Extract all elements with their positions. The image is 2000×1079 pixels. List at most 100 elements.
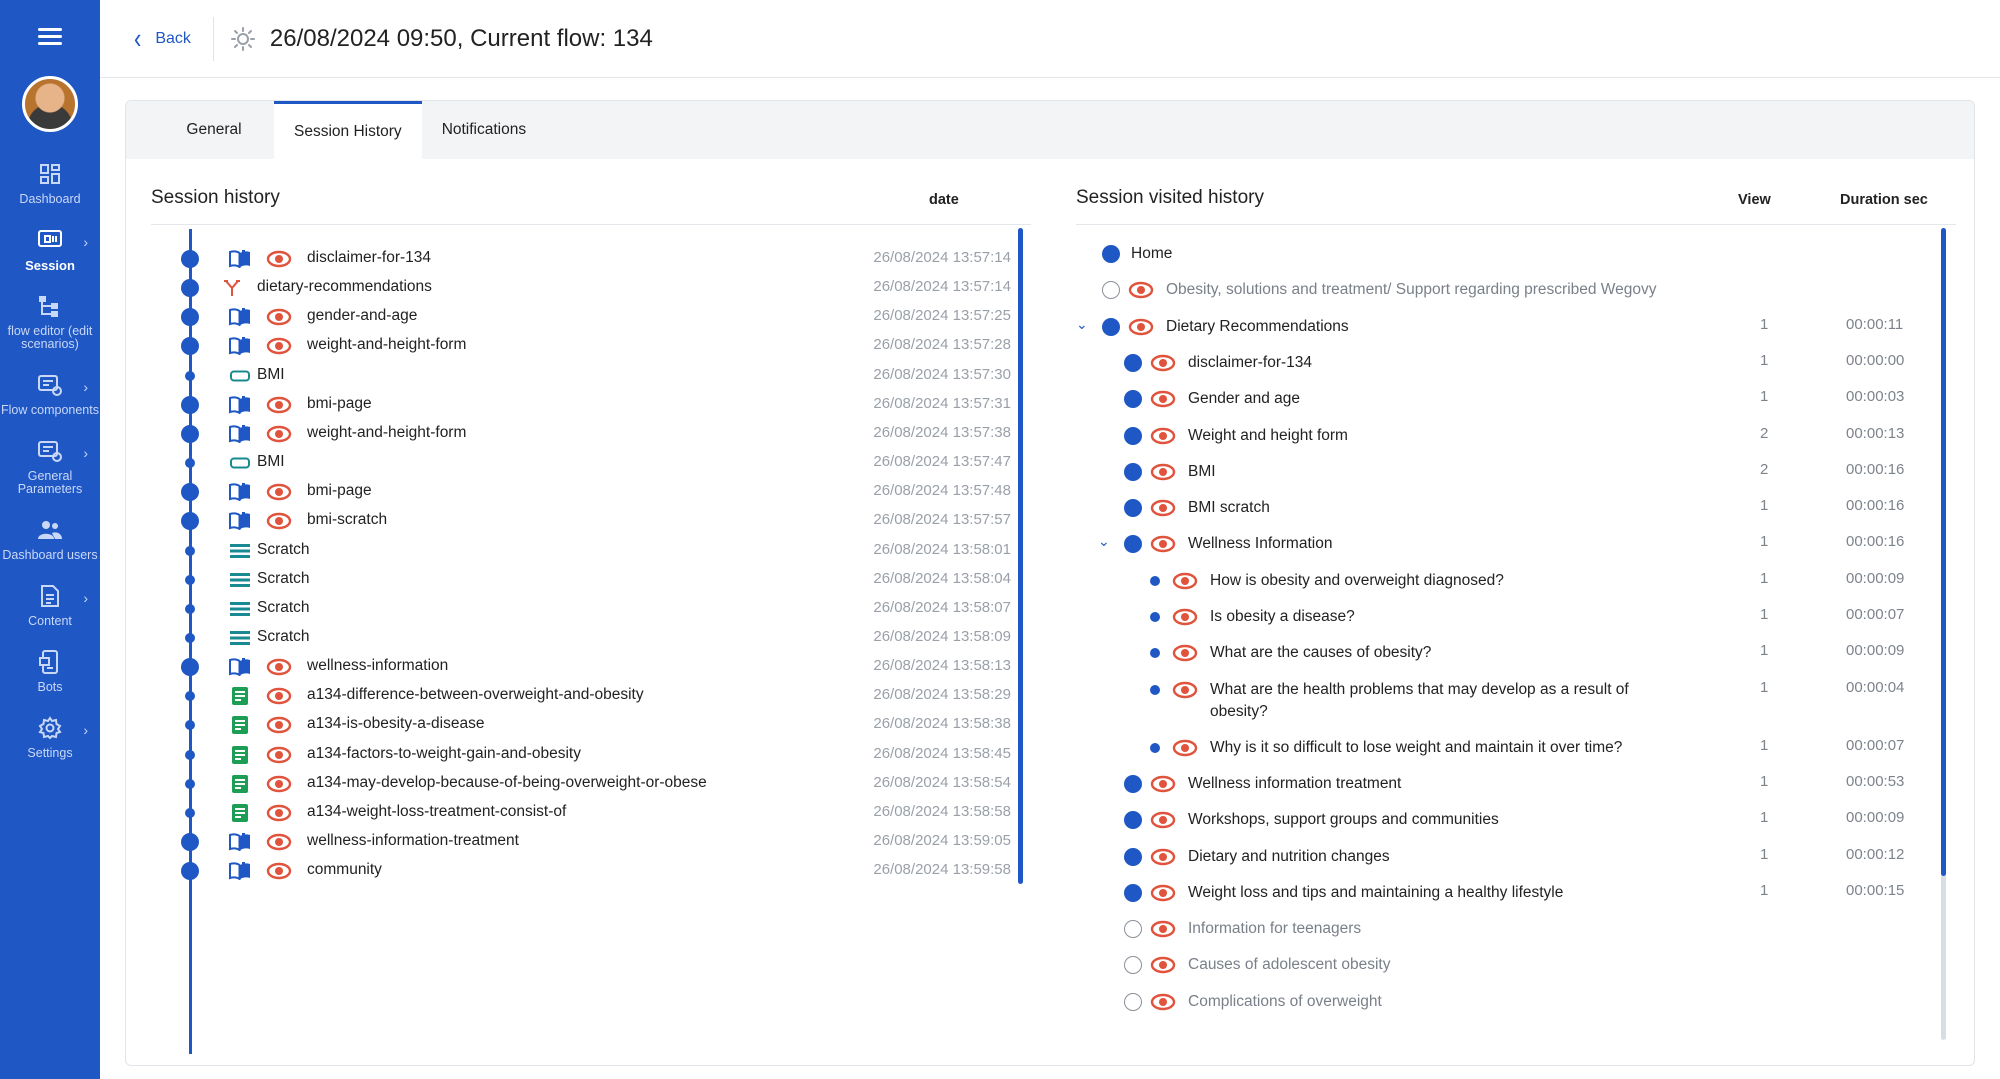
- sidebar-item-dashboard[interactable]: Dashboard users: [0, 506, 100, 572]
- chevron-down-icon[interactable]: ⌄: [1076, 315, 1088, 332]
- menu-icon[interactable]: [38, 28, 62, 46]
- table-row[interactable]: a134-difference-between-overweight-and-o…: [151, 678, 1011, 714]
- table-row[interactable]: wellness-information 26/08/2024 13:58:13: [151, 649, 1011, 685]
- sidebar-item-session[interactable]: Session ›: [0, 216, 100, 282]
- sidebar-nav: Dashboard Session › flow editor (edit sc…: [0, 150, 100, 770]
- eye-icon[interactable]: [266, 716, 292, 734]
- eye-icon[interactable]: [1150, 884, 1176, 902]
- eye-icon[interactable]: [1172, 739, 1198, 757]
- table-row[interactable]: a134-may-develop-because-of-being-overwe…: [151, 766, 1011, 802]
- document-icon: [227, 773, 253, 795]
- sidebar-item-settings[interactable]: Settings ›: [0, 704, 100, 770]
- sidebar-item-dashboard[interactable]: Dashboard: [0, 150, 100, 216]
- tab-notifications[interactable]: Notifications: [441, 121, 527, 138]
- table-row[interactable]: bmi-page 26/08/2024 13:57:31: [151, 387, 1011, 423]
- tree-item[interactable]: How is obesity and overweight diagnosed?…: [1076, 568, 1936, 598]
- eye-icon[interactable]: [266, 396, 292, 414]
- left-scrollbar[interactable]: [1018, 228, 1023, 884]
- eye-icon[interactable]: [266, 804, 292, 822]
- tree-item[interactable]: Is obesity a disease? 1 00:00:07: [1076, 604, 1936, 634]
- tree-item[interactable]: Causes of adolescent obesity: [1076, 952, 1936, 982]
- table-row[interactable]: bmi-page 26/08/2024 13:57:48: [151, 474, 1011, 510]
- avatar[interactable]: [22, 76, 78, 132]
- eye-icon[interactable]: [1150, 499, 1176, 517]
- table-row[interactable]: a134-weight-loss-treatment-consist-of 26/…: [151, 795, 1011, 831]
- eye-icon[interactable]: [1150, 920, 1176, 938]
- eye-icon[interactable]: [266, 250, 292, 268]
- eye-icon[interactable]: [1150, 427, 1176, 445]
- tree-item[interactable]: What are the health problems that may de…: [1076, 677, 1936, 720]
- eye-icon[interactable]: [1172, 572, 1198, 590]
- sidebar-item-content[interactable]: Content ›: [0, 572, 100, 638]
- table-row[interactable]: Scratch 26/08/2024 13:58:09: [151, 620, 1011, 656]
- eye-icon[interactable]: [266, 512, 292, 530]
- eye-icon[interactable]: [1150, 354, 1176, 372]
- tree-item[interactable]: Home: [1076, 241, 1936, 271]
- table-row[interactable]: gender-and-age 26/08/2024 13:57:25: [151, 299, 1011, 335]
- eye-icon[interactable]: [1128, 318, 1154, 336]
- tree-item-label: How is obesity and overweight diagnosed?: [1210, 571, 1504, 589]
- table-row[interactable]: bmi-scratch 26/08/2024 13:57:57: [151, 503, 1011, 539]
- eye-icon[interactable]: [266, 308, 292, 326]
- eye-icon[interactable]: [266, 862, 292, 880]
- sidebar-item-flow[interactable]: flow editor (edit scenarios): [0, 282, 100, 361]
- right-scrollbar[interactable]: [1941, 228, 1946, 876]
- sidebar-item-flow[interactable]: Flow components ›: [0, 361, 100, 427]
- table-row[interactable]: Scratch 26/08/2024 13:58:04: [151, 562, 1011, 598]
- eye-icon[interactable]: [266, 658, 292, 676]
- tree-item[interactable]: Obesity, solutions and treatment/ Suppor…: [1076, 277, 1936, 307]
- table-row[interactable]: BMI 26/08/2024 13:57:47: [151, 445, 1011, 481]
- table-row[interactable]: a134-factors-to-weight-gain-and-obesity 2…: [151, 737, 1011, 773]
- eye-icon[interactable]: [1150, 535, 1176, 553]
- eye-icon[interactable]: [266, 775, 292, 793]
- eye-icon[interactable]: [1150, 775, 1176, 793]
- eye-icon[interactable]: [1150, 848, 1176, 866]
- chevron-down-icon[interactable]: ⌄: [1098, 533, 1110, 550]
- eye-icon[interactable]: [266, 833, 292, 851]
- table-row[interactable]: weight-and-height-form 26/08/2024 13:57:3…: [151, 416, 1011, 452]
- eye-icon[interactable]: [266, 687, 292, 705]
- table-row[interactable]: Scratch 26/08/2024 13:58:01: [151, 533, 1011, 569]
- tree-item[interactable]: Weight loss and tips and maintaining a h…: [1076, 880, 1936, 910]
- eye-icon[interactable]: [1128, 281, 1154, 299]
- tree-item[interactable]: BMI 2 00:00:16: [1076, 459, 1936, 489]
- tree-item[interactable]: Workshops, support groups and communitie…: [1076, 807, 1936, 837]
- tree-item[interactable]: Wellness information treatment 1 00:00:53: [1076, 771, 1936, 801]
- eye-icon[interactable]: [1150, 463, 1176, 481]
- eye-icon[interactable]: [1150, 811, 1176, 829]
- eye-icon[interactable]: [266, 425, 292, 443]
- tab-general[interactable]: General: [186, 121, 242, 138]
- eye-icon[interactable]: [266, 746, 292, 764]
- eye-icon[interactable]: [1150, 993, 1176, 1011]
- table-row[interactable]: dietary-recommendations 26/08/2024 13:57:…: [151, 270, 1011, 306]
- table-row[interactable]: BMI 26/08/2024 13:57:30: [151, 358, 1011, 394]
- eye-icon[interactable]: [1172, 608, 1198, 626]
- eye-icon[interactable]: [266, 337, 292, 355]
- table-row[interactable]: weight-and-height-form 26/08/2024 13:57:2…: [151, 328, 1011, 364]
- eye-icon[interactable]: [1150, 956, 1176, 974]
- sidebar-item-bots[interactable]: Bots: [0, 638, 100, 704]
- tree-item[interactable]: Information for teenagers: [1076, 916, 1936, 946]
- tree-item[interactable]: Complications of overweight: [1076, 989, 1936, 1019]
- table-row[interactable]: a134-is-obesity-a-disease 26/08/2024 13:5…: [151, 707, 1011, 743]
- eye-icon[interactable]: [266, 483, 292, 501]
- table-row[interactable]: disclaimer-for-134 26/08/2024 13:57:14: [151, 241, 1011, 277]
- tab-session-history[interactable]: Session History: [274, 101, 422, 159]
- table-row[interactable]: community 26/08/2024 13:59:58: [151, 853, 1011, 889]
- table-row[interactable]: wellness-information-treatment 26/08/2024…: [151, 824, 1011, 860]
- tree-item[interactable]: disclaimer-for-134 1 00:00:00: [1076, 350, 1936, 380]
- tree-item[interactable]: BMI scratch 1 00:00:16: [1076, 495, 1936, 525]
- eye-icon[interactable]: [1172, 644, 1198, 662]
- tree-item[interactable]: Dietary and nutrition changes 1 00:00:12: [1076, 844, 1936, 874]
- tree-item[interactable]: ⌄ Dietary Recommendations 1 00:00:11: [1076, 314, 1936, 344]
- eye-icon[interactable]: [1172, 681, 1198, 699]
- tree-item[interactable]: What are the causes of obesity? 1 00:00:09: [1076, 640, 1936, 670]
- tree-item[interactable]: Weight and height form 2 00:00:13: [1076, 423, 1936, 453]
- eye-icon[interactable]: [1150, 390, 1176, 408]
- tree-item[interactable]: Gender and age 1 00:00:03: [1076, 386, 1936, 416]
- tree-item[interactable]: ⌄ Wellness Information 1 00:00:16: [1076, 531, 1936, 561]
- table-row[interactable]: Scratch 26/08/2024 13:58:07: [151, 591, 1011, 627]
- sidebar-item-general[interactable]: General Parameters ›: [0, 427, 100, 506]
- tree-item[interactable]: Why is it so difficult to lose weight an…: [1076, 735, 1936, 765]
- back-button[interactable]: ‹ Back: [134, 22, 191, 55]
